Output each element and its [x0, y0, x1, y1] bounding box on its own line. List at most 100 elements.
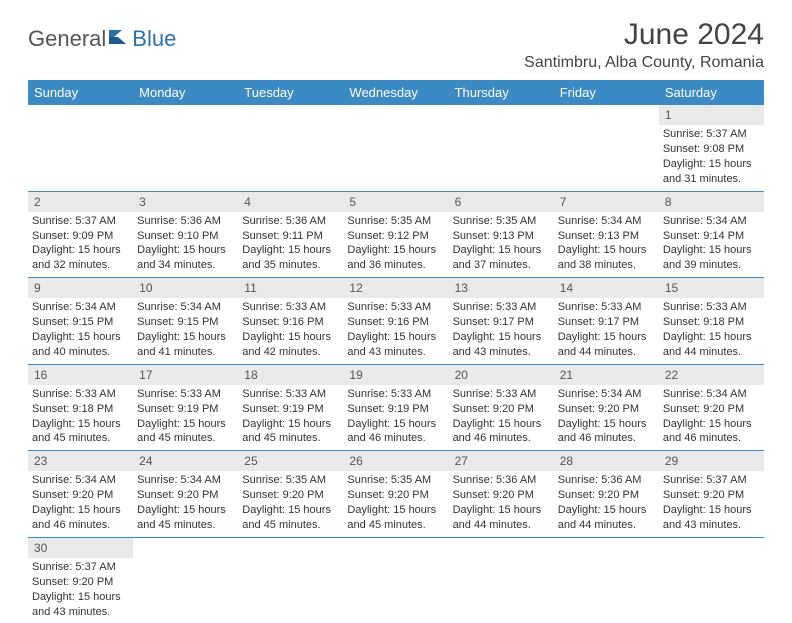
day-body: Sunrise: 5:34 AMSunset: 9:20 PMDaylight:… [659, 385, 764, 450]
day-body: Sunrise: 5:36 AMSunset: 9:20 PMDaylight:… [449, 471, 554, 536]
day-number: 19 [343, 365, 448, 385]
day-body: Sunrise: 5:33 AMSunset: 9:19 PMDaylight:… [133, 385, 238, 450]
title-block: June 2024 Santimbru, Alba County, Romani… [524, 18, 764, 72]
calendar-cell: 24Sunrise: 5:34 AMSunset: 9:20 PMDayligh… [133, 451, 238, 538]
day-number: 4 [238, 192, 343, 212]
calendar-cell: 9Sunrise: 5:34 AMSunset: 9:15 PMDaylight… [28, 278, 133, 365]
day-number: 29 [659, 451, 764, 471]
calendar-cell: 2Sunrise: 5:37 AMSunset: 9:09 PMDaylight… [28, 191, 133, 278]
day-body: Sunrise: 5:36 AMSunset: 9:11 PMDaylight:… [238, 212, 343, 277]
day-body: Sunrise: 5:33 AMSunset: 9:16 PMDaylight:… [343, 298, 448, 363]
day-body: Sunrise: 5:33 AMSunset: 9:19 PMDaylight:… [238, 385, 343, 450]
day-body: Sunrise: 5:34 AMSunset: 9:20 PMDaylight:… [133, 471, 238, 536]
calendar-cell [554, 537, 659, 623]
calendar-cell [238, 537, 343, 623]
day-number: 7 [554, 192, 659, 212]
day-body: Sunrise: 5:37 AMSunset: 9:08 PMDaylight:… [659, 125, 764, 190]
day-body: Sunrise: 5:33 AMSunset: 9:16 PMDaylight:… [238, 298, 343, 363]
calendar-cell: 4Sunrise: 5:36 AMSunset: 9:11 PMDaylight… [238, 191, 343, 278]
calendar-cell: 12Sunrise: 5:33 AMSunset: 9:16 PMDayligh… [343, 278, 448, 365]
calendar-cell [133, 537, 238, 623]
weekday-header: Monday [133, 80, 238, 105]
day-body: Sunrise: 5:34 AMSunset: 9:13 PMDaylight:… [554, 212, 659, 277]
day-number: 14 [554, 278, 659, 298]
calendar-cell: 14Sunrise: 5:33 AMSunset: 9:17 PMDayligh… [554, 278, 659, 365]
logo: General Blue [28, 26, 176, 52]
calendar-cell [449, 537, 554, 623]
calendar-cell [133, 105, 238, 191]
calendar-cell: 3Sunrise: 5:36 AMSunset: 9:10 PMDaylight… [133, 191, 238, 278]
calendar-cell: 6Sunrise: 5:35 AMSunset: 9:13 PMDaylight… [449, 191, 554, 278]
day-number: 1 [659, 105, 764, 125]
day-number: 20 [449, 365, 554, 385]
day-body: Sunrise: 5:33 AMSunset: 9:17 PMDaylight:… [449, 298, 554, 363]
day-number: 24 [133, 451, 238, 471]
day-body: Sunrise: 5:36 AMSunset: 9:10 PMDaylight:… [133, 212, 238, 277]
day-number: 6 [449, 192, 554, 212]
day-number: 27 [449, 451, 554, 471]
calendar-cell [449, 105, 554, 191]
logo-text-blue: Blue [132, 26, 176, 52]
weekday-header: Tuesday [238, 80, 343, 105]
day-number: 15 [659, 278, 764, 298]
day-number: 12 [343, 278, 448, 298]
calendar-cell: 16Sunrise: 5:33 AMSunset: 9:18 PMDayligh… [28, 364, 133, 451]
calendar-row: 2Sunrise: 5:37 AMSunset: 9:09 PMDaylight… [28, 191, 764, 278]
location: Santimbru, Alba County, Romania [524, 54, 764, 72]
calendar-cell [343, 105, 448, 191]
day-number: 21 [554, 365, 659, 385]
calendar-row: 1Sunrise: 5:37 AMSunset: 9:08 PMDaylight… [28, 105, 764, 191]
calendar-cell [28, 105, 133, 191]
day-body: Sunrise: 5:37 AMSunset: 9:20 PMDaylight:… [659, 471, 764, 536]
day-body: Sunrise: 5:35 AMSunset: 9:12 PMDaylight:… [343, 212, 448, 277]
calendar-cell [659, 537, 764, 623]
day-number: 10 [133, 278, 238, 298]
day-number: 28 [554, 451, 659, 471]
day-number: 22 [659, 365, 764, 385]
day-number: 23 [28, 451, 133, 471]
day-number: 13 [449, 278, 554, 298]
day-body: Sunrise: 5:34 AMSunset: 9:14 PMDaylight:… [659, 212, 764, 277]
weekday-header: Sunday [28, 80, 133, 105]
calendar-cell [238, 105, 343, 191]
month-title: June 2024 [524, 18, 764, 52]
day-number: 25 [238, 451, 343, 471]
calendar-cell: 19Sunrise: 5:33 AMSunset: 9:19 PMDayligh… [343, 364, 448, 451]
day-body: Sunrise: 5:35 AMSunset: 9:20 PMDaylight:… [343, 471, 448, 536]
calendar-row: 9Sunrise: 5:34 AMSunset: 9:15 PMDaylight… [28, 278, 764, 365]
calendar-cell: 1Sunrise: 5:37 AMSunset: 9:08 PMDaylight… [659, 105, 764, 191]
calendar-cell: 13Sunrise: 5:33 AMSunset: 9:17 PMDayligh… [449, 278, 554, 365]
day-number: 5 [343, 192, 448, 212]
day-body: Sunrise: 5:34 AMSunset: 9:20 PMDaylight:… [28, 471, 133, 536]
calendar-cell: 22Sunrise: 5:34 AMSunset: 9:20 PMDayligh… [659, 364, 764, 451]
day-body: Sunrise: 5:33 AMSunset: 9:20 PMDaylight:… [449, 385, 554, 450]
day-number: 26 [343, 451, 448, 471]
calendar-cell: 28Sunrise: 5:36 AMSunset: 9:20 PMDayligh… [554, 451, 659, 538]
calendar-cell: 23Sunrise: 5:34 AMSunset: 9:20 PMDayligh… [28, 451, 133, 538]
calendar-cell: 15Sunrise: 5:33 AMSunset: 9:18 PMDayligh… [659, 278, 764, 365]
flag-icon [108, 28, 130, 51]
day-body: Sunrise: 5:35 AMSunset: 9:13 PMDaylight:… [449, 212, 554, 277]
calendar-row: 16Sunrise: 5:33 AMSunset: 9:18 PMDayligh… [28, 364, 764, 451]
calendar-cell [554, 105, 659, 191]
calendar-cell: 20Sunrise: 5:33 AMSunset: 9:20 PMDayligh… [449, 364, 554, 451]
header: General Blue June 2024 Santimbru, Alba C… [28, 18, 764, 72]
calendar-cell: 29Sunrise: 5:37 AMSunset: 9:20 PMDayligh… [659, 451, 764, 538]
calendar-cell: 17Sunrise: 5:33 AMSunset: 9:19 PMDayligh… [133, 364, 238, 451]
day-number: 2 [28, 192, 133, 212]
calendar-row: 23Sunrise: 5:34 AMSunset: 9:20 PMDayligh… [28, 451, 764, 538]
calendar-cell: 11Sunrise: 5:33 AMSunset: 9:16 PMDayligh… [238, 278, 343, 365]
day-number: 17 [133, 365, 238, 385]
day-number: 9 [28, 278, 133, 298]
day-number: 18 [238, 365, 343, 385]
calendar-cell: 5Sunrise: 5:35 AMSunset: 9:12 PMDaylight… [343, 191, 448, 278]
weekday-header-row: Sunday Monday Tuesday Wednesday Thursday… [28, 80, 764, 105]
logo-text-general: General [28, 26, 106, 52]
day-body: Sunrise: 5:34 AMSunset: 9:20 PMDaylight:… [554, 385, 659, 450]
day-body: Sunrise: 5:35 AMSunset: 9:20 PMDaylight:… [238, 471, 343, 536]
calendar-cell: 30Sunrise: 5:37 AMSunset: 9:20 PMDayligh… [28, 537, 133, 623]
day-number: 30 [28, 538, 133, 558]
weekday-header: Saturday [659, 80, 764, 105]
day-number: 16 [28, 365, 133, 385]
calendar-cell: 7Sunrise: 5:34 AMSunset: 9:13 PMDaylight… [554, 191, 659, 278]
